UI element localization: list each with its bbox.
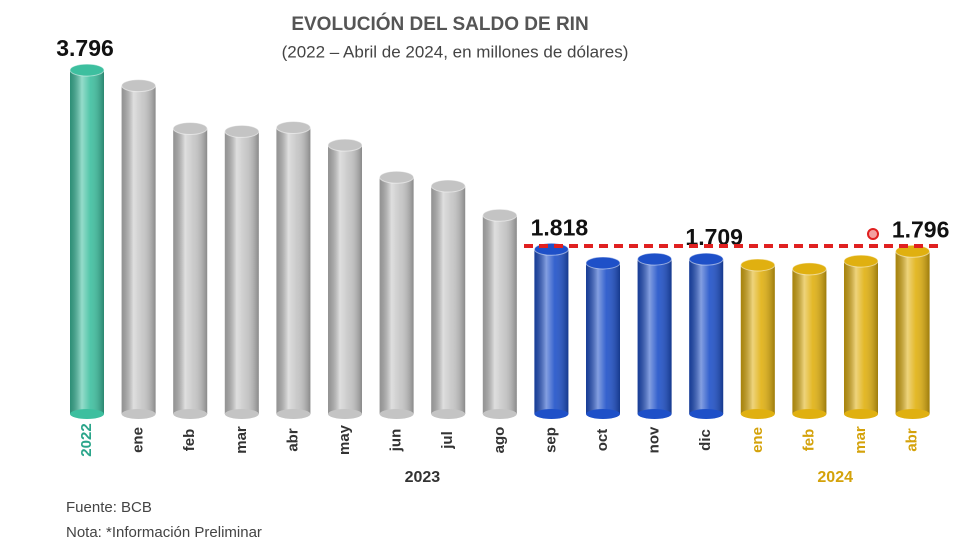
note: Nota: *Información Preliminar <box>66 524 262 541</box>
bar-shade <box>328 145 362 415</box>
x-tick-label: abr <box>284 428 301 452</box>
bar-bottom <box>276 409 311 419</box>
bar-shade <box>844 261 878 414</box>
bar-bottom <box>431 409 466 419</box>
bar-shade <box>637 259 672 414</box>
bar-top <box>430 179 466 193</box>
bar-bottom <box>534 409 569 419</box>
bar-bottom <box>844 409 878 419</box>
bar-top <box>843 254 879 268</box>
bar-bottom <box>586 409 620 419</box>
bar-shade <box>379 177 414 414</box>
bar-top <box>327 138 363 152</box>
bar-bottom <box>740 409 775 419</box>
bar-bottom <box>482 409 517 419</box>
x-tick-label: abr <box>904 428 921 452</box>
bar-top <box>637 252 673 266</box>
x-tick-label: jul <box>439 431 456 450</box>
bar-shade <box>482 215 517 414</box>
bar-shade <box>70 70 104 414</box>
x-tick-label: jun <box>388 429 405 453</box>
bar-shade <box>895 251 930 414</box>
bar-bottom <box>637 409 672 419</box>
x-tick-label: ago <box>491 427 508 454</box>
bar-shade <box>689 259 724 414</box>
x-tick-label: sep <box>542 427 559 453</box>
bar-bottom <box>792 409 827 419</box>
bar-bottom <box>895 409 930 419</box>
bar-shade <box>276 127 311 414</box>
bar-top <box>688 252 724 266</box>
x-tick-label: dic <box>697 429 714 451</box>
bar-bottom <box>689 409 724 419</box>
bar-top <box>69 63 105 77</box>
bar-top <box>585 256 621 270</box>
bar-shade <box>431 186 466 414</box>
x-tick-label: mar <box>852 426 869 454</box>
bar-top <box>895 244 931 258</box>
bar-bottom <box>121 409 156 419</box>
x-tick-label: 2022 <box>78 423 95 456</box>
bar-shade <box>121 85 156 415</box>
bar-top <box>379 170 415 184</box>
bar-top <box>275 121 311 135</box>
x-tick-label: ene <box>749 427 766 453</box>
x-tick-label: nov <box>646 426 663 453</box>
x-tick-label: ene <box>130 427 147 453</box>
bar-bottom <box>173 409 208 419</box>
marker-dot <box>867 228 879 240</box>
bar-shade <box>173 128 208 414</box>
bar-bottom <box>224 409 259 419</box>
bar-shade <box>534 249 569 414</box>
bar-shade <box>740 264 775 414</box>
bar-top <box>482 208 518 222</box>
bar-bottom <box>70 409 104 419</box>
plot: 3.796 2022 ene feb mar abr may jun jul ago 1.818 se… <box>56 35 949 486</box>
x-tick-label: mar <box>233 426 250 454</box>
source: Fuente: BCB <box>66 499 152 516</box>
bar-bottom <box>379 409 414 419</box>
bar-top <box>121 79 157 93</box>
bar-top <box>791 262 827 276</box>
bar-shade <box>224 131 259 415</box>
chart-subtitle: (2022 – Abril de 2024, en millones de dó… <box>282 42 629 61</box>
group-label: 2023 <box>405 469 441 486</box>
bar-shade <box>586 262 620 414</box>
bar-bottom <box>328 409 362 419</box>
data-label: 3.796 <box>56 35 114 61</box>
x-tick-label: oct <box>594 429 611 452</box>
bar-top <box>224 124 260 138</box>
x-tick-label: may <box>336 424 353 455</box>
data-label: 1.796 <box>892 216 950 242</box>
x-tick-label: feb <box>181 429 198 452</box>
x-tick-label: feb <box>800 429 817 452</box>
data-label: 1.818 <box>531 214 589 240</box>
bar-shade <box>792 268 827 414</box>
chart-title: EVOLUCIÓN DEL SALDO DE RIN <box>291 13 588 35</box>
bar-top <box>172 122 208 136</box>
bar-top <box>740 258 776 272</box>
group-label: 2024 <box>817 469 853 486</box>
